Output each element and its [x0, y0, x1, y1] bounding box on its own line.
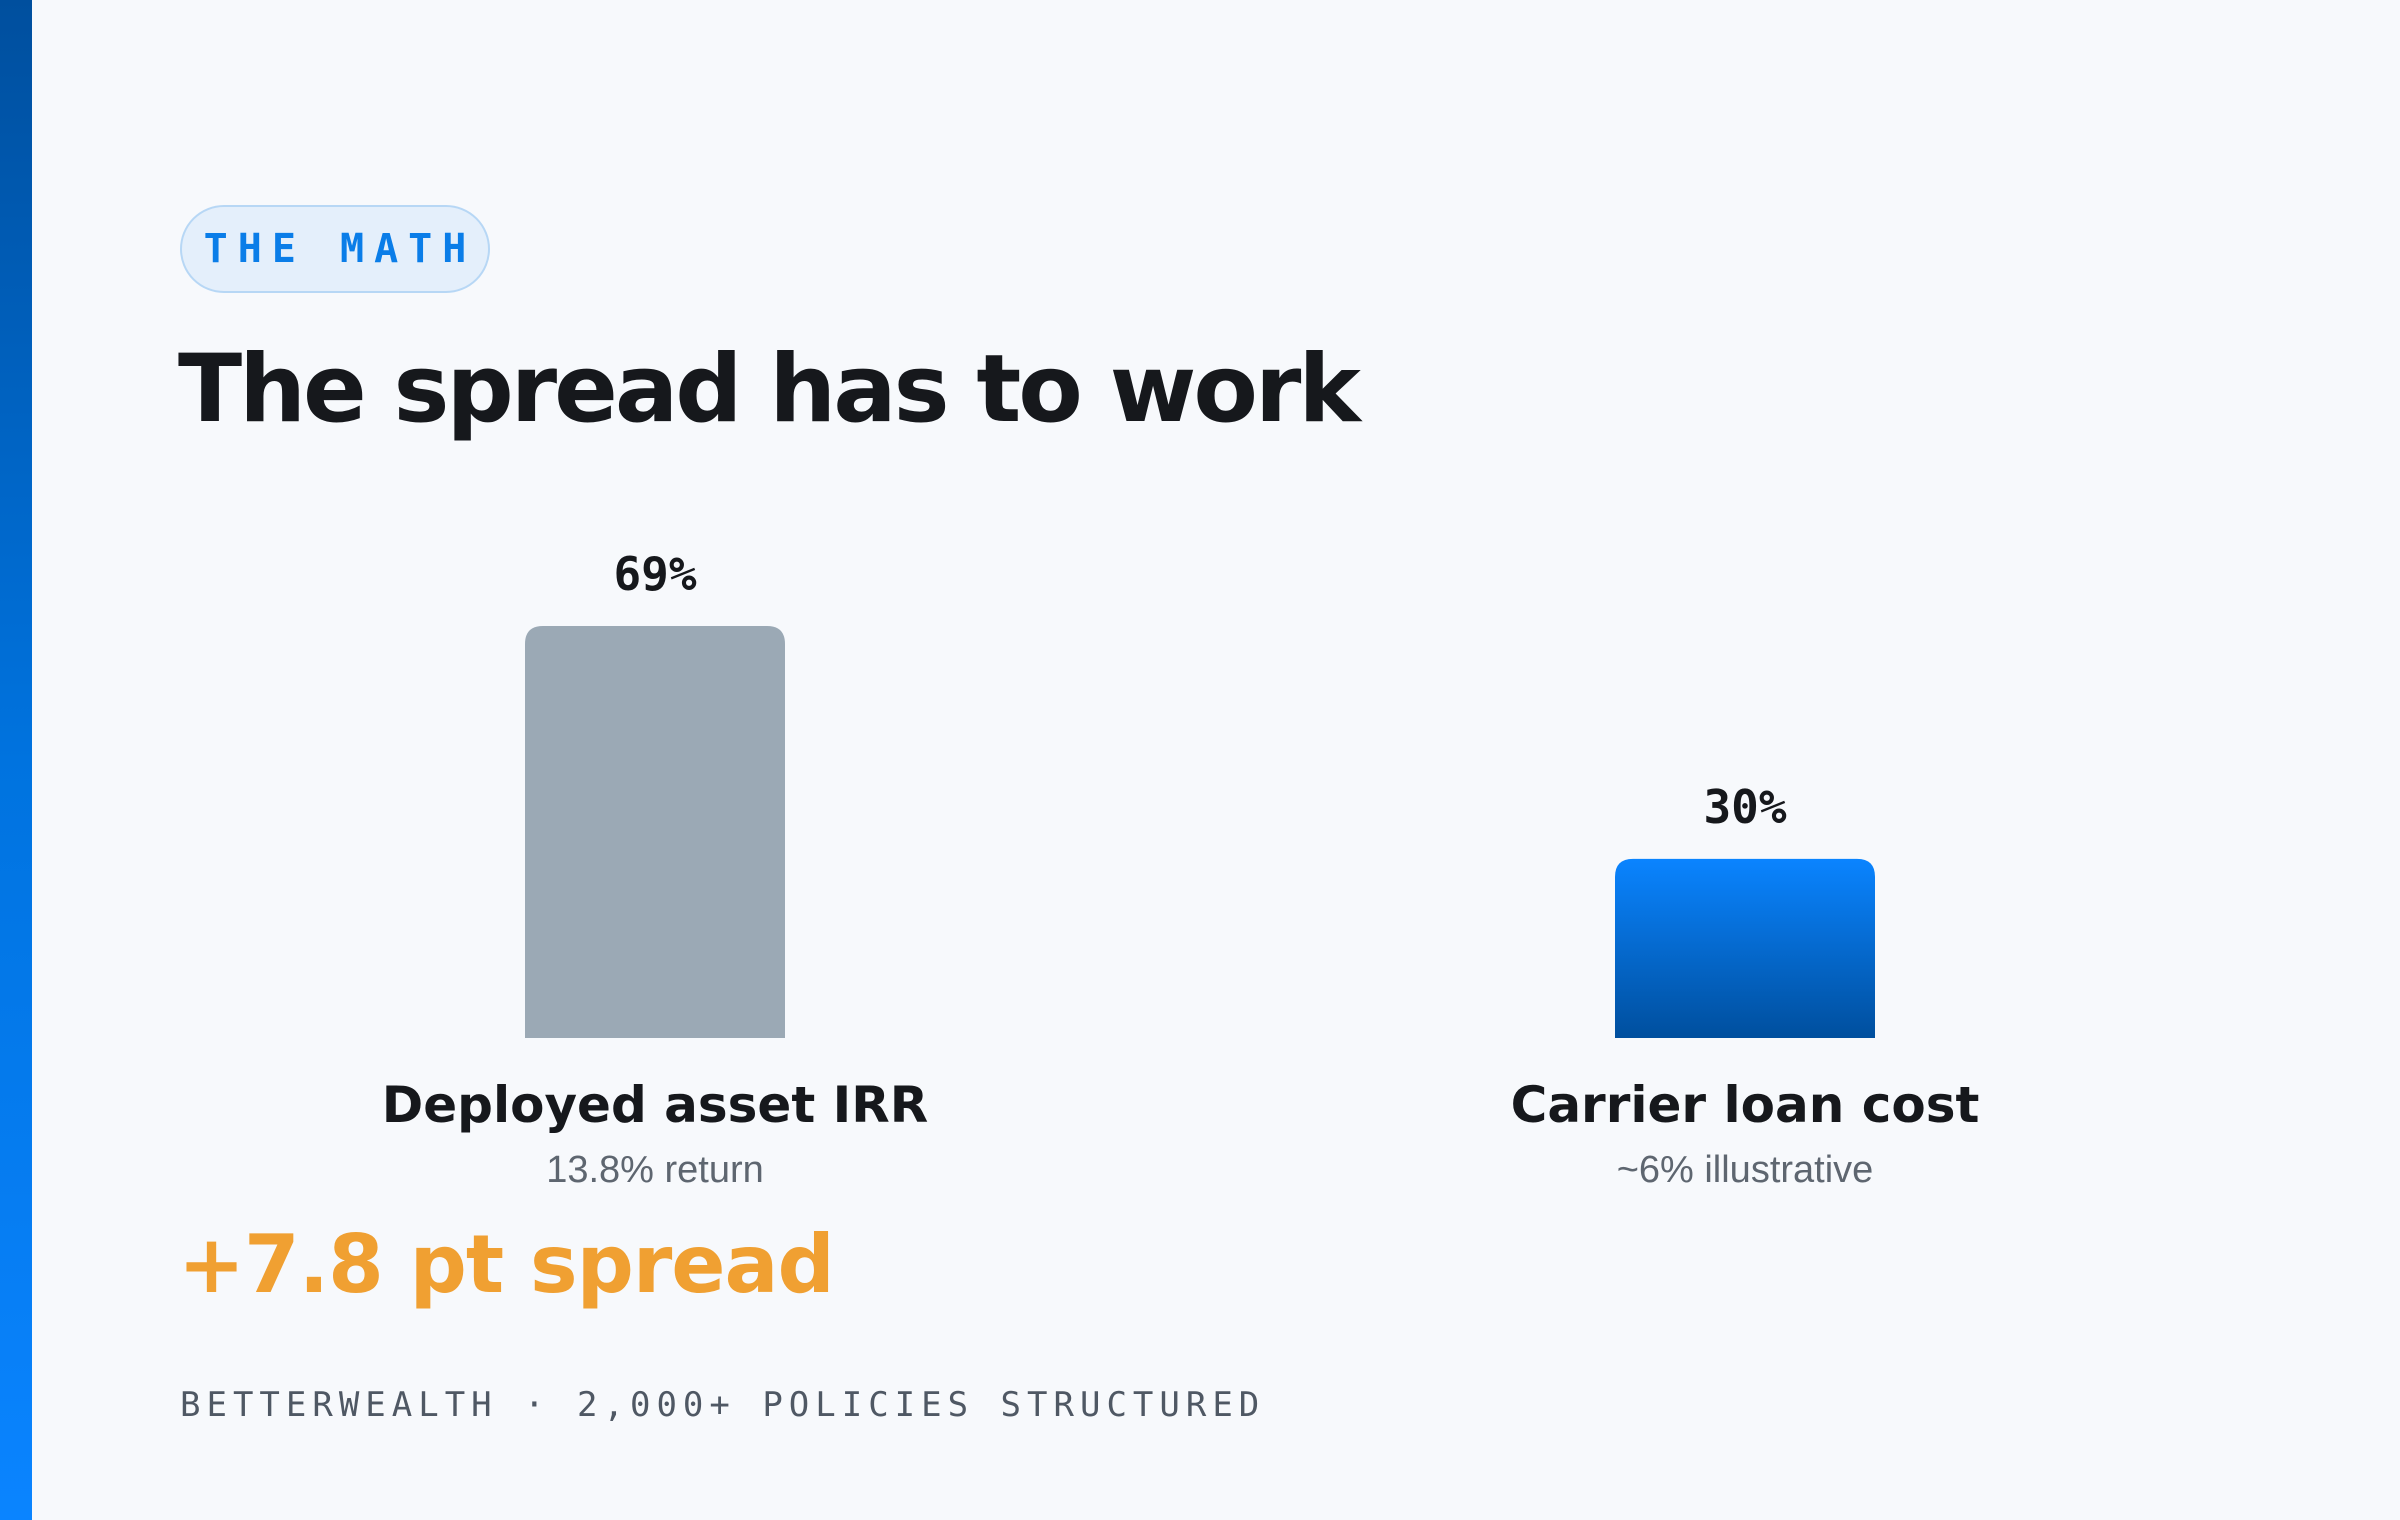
footer-tagline: BETTERWEALTH · 2,000+ POLICIES STRUCTURE…	[180, 1385, 1266, 1425]
category-subtitle: ~6% illustrative	[1617, 1149, 1874, 1191]
category-subtitle: 13.8% return	[546, 1149, 764, 1191]
bar-value-label: 30%	[1703, 780, 1786, 834]
slide-title: The spread has to work	[178, 335, 1361, 444]
spread-callout: +7.8 pt spread	[178, 1218, 835, 1311]
left-accent-bar	[0, 0, 32, 1520]
section-eyebrow-badge: THE MATH	[180, 205, 490, 293]
bar-carrier-loan-cost	[1615, 858, 1875, 1038]
bar-value-label: 69%	[613, 547, 696, 601]
category-label: Carrier loan cost	[1511, 1076, 1980, 1134]
category-label: Deployed asset IRR	[382, 1076, 928, 1134]
bar-deployed-asset-irr	[525, 626, 785, 1038]
